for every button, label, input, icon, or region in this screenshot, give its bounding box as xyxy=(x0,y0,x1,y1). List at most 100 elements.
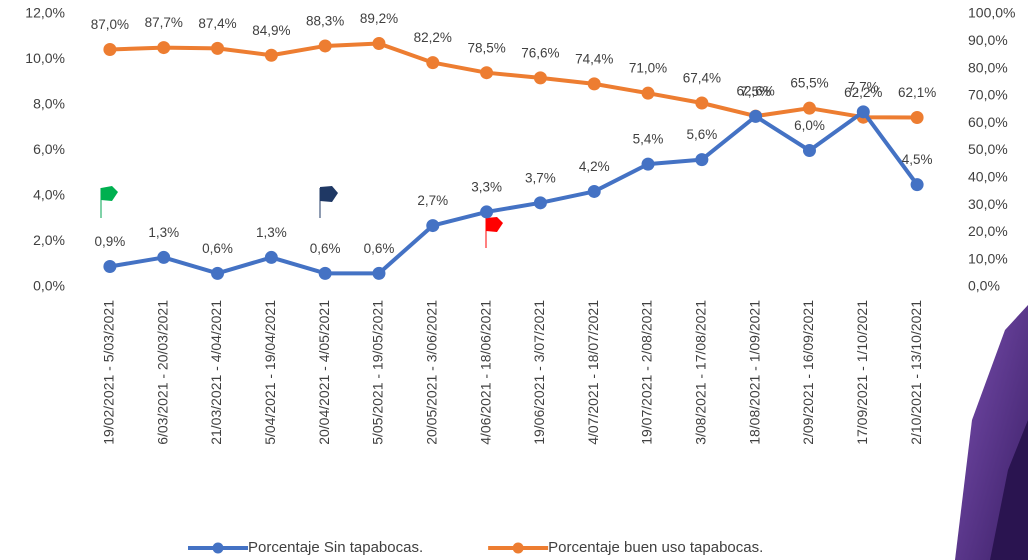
y2-tick-label: 70,0% xyxy=(968,87,1008,103)
data-point xyxy=(642,158,655,171)
data-point xyxy=(803,102,816,115)
data-point xyxy=(157,41,170,54)
data-label: 87,4% xyxy=(198,16,236,31)
data-label: 65,5% xyxy=(790,76,828,91)
data-point xyxy=(480,205,493,218)
x-tick-label: 17/09/2021 - 1/10/2021 xyxy=(854,300,870,445)
x-tick-label: 19/07/2021 - 2/08/2021 xyxy=(639,300,655,445)
flag-navy xyxy=(320,186,338,218)
data-label: 74,4% xyxy=(575,51,613,66)
y2-tick-label: 100,0% xyxy=(968,5,1015,21)
data-point xyxy=(534,71,547,84)
data-point xyxy=(265,49,278,62)
data-point xyxy=(911,178,924,191)
y2-tick-label: 0,0% xyxy=(968,278,1000,294)
data-point xyxy=(642,87,655,100)
data-label: 88,3% xyxy=(306,14,344,29)
y-tick-label: 12,0% xyxy=(25,5,65,21)
x-tick-label: 5/04/2021 - 19/04/2021 xyxy=(262,300,278,445)
data-label: 6,0% xyxy=(794,118,825,133)
y-tick-label: 2,0% xyxy=(33,232,65,248)
y-tick-label: 0,0% xyxy=(33,278,65,294)
x-tick-label: 4/07/2021 - 18/07/2021 xyxy=(585,300,601,445)
data-point xyxy=(911,111,924,124)
y-tick-label: 10,0% xyxy=(25,50,65,66)
data-label: 82,2% xyxy=(414,30,452,45)
x-tick-label: 19/02/2021 - 5/03/2021 xyxy=(101,300,117,445)
data-label: 2,7% xyxy=(417,193,448,208)
x-tick-label: 18/08/2021 - 1/09/2021 xyxy=(746,300,762,445)
data-point xyxy=(588,77,601,90)
data-label: 76,6% xyxy=(521,45,559,60)
y2-tick-label: 40,0% xyxy=(968,169,1008,185)
legend-marker xyxy=(513,543,524,554)
data-label: 89,2% xyxy=(360,11,398,26)
data-label: 67,4% xyxy=(683,71,721,86)
data-label: 62,1% xyxy=(898,85,936,100)
legend-label: Porcentaje Sin tapabocas. xyxy=(248,539,423,556)
y2-tick-label: 80,0% xyxy=(968,59,1008,75)
data-point xyxy=(319,267,332,280)
x-tick-label: 19/06/2021 - 3/07/2021 xyxy=(531,300,547,445)
data-point xyxy=(534,196,547,209)
data-point xyxy=(749,110,762,123)
data-label: 0,6% xyxy=(310,241,341,256)
x-tick-label: 2/10/2021 - 13/10/2021 xyxy=(908,300,924,445)
flag-green xyxy=(101,186,118,218)
data-label: 4,2% xyxy=(579,159,610,174)
data-point xyxy=(695,96,708,109)
data-point xyxy=(426,56,439,69)
data-point xyxy=(265,251,278,264)
data-label: 3,3% xyxy=(471,179,502,194)
data-point xyxy=(372,37,385,50)
y-tick-label: 8,0% xyxy=(33,96,65,112)
data-label: 7,7% xyxy=(848,79,879,94)
y2-tick-label: 10,0% xyxy=(968,250,1008,266)
data-label: 0,9% xyxy=(95,234,126,249)
data-label: 0,6% xyxy=(364,241,395,256)
legend-marker xyxy=(213,543,224,554)
data-label: 5,4% xyxy=(633,132,664,147)
legend-label: Porcentaje buen uso tapabocas. xyxy=(548,539,763,556)
data-point xyxy=(480,66,493,79)
y-tick-label: 6,0% xyxy=(33,141,65,157)
x-tick-label: 4/06/2021 - 18/06/2021 xyxy=(477,300,493,445)
x-tick-label: 2/09/2021 - 16/09/2021 xyxy=(800,300,816,445)
y2-tick-label: 50,0% xyxy=(968,141,1008,157)
data-point xyxy=(319,39,332,52)
x-tick-label: 3/08/2021 - 17/08/2021 xyxy=(693,300,709,445)
chart: 0,0% 2,0% 4,0% 6,0% 8,0% 10,0% 12,0% 0,0% 10,0% 2… xyxy=(0,0,1028,560)
x-tick-label: 20/05/2021 - 3/06/2021 xyxy=(423,300,439,445)
data-label: 87,0% xyxy=(91,17,129,32)
data-point xyxy=(426,219,439,232)
y2-tick-label: 90,0% xyxy=(968,32,1008,48)
data-label: 84,9% xyxy=(252,23,290,38)
y2-tick-label: 30,0% xyxy=(968,196,1008,212)
x-tick-label: 20/04/2021 - 4/05/2021 xyxy=(316,300,332,445)
data-label: 87,7% xyxy=(145,15,183,30)
x-tick-label: 21/03/2021 - 4/04/2021 xyxy=(208,300,224,445)
flag-red xyxy=(486,217,503,248)
data-point xyxy=(103,43,116,56)
x-tick-label: 5/05/2021 - 19/05/2021 xyxy=(370,300,386,445)
data-point xyxy=(103,260,116,273)
data-label: 78,5% xyxy=(467,40,505,55)
data-label: 4,5% xyxy=(902,152,933,167)
y-tick-label: 4,0% xyxy=(33,187,65,203)
data-point xyxy=(695,153,708,166)
data-point xyxy=(157,251,170,264)
data-point xyxy=(803,144,816,157)
data-point xyxy=(372,267,385,280)
data-point xyxy=(211,42,224,55)
x-tick-label: 6/03/2021 - 20/03/2021 xyxy=(154,300,170,445)
data-label: 3,7% xyxy=(525,170,556,185)
data-point xyxy=(211,267,224,280)
data-label: 1,3% xyxy=(256,225,287,240)
data-label: 71,0% xyxy=(629,61,667,76)
y2-tick-label: 20,0% xyxy=(968,223,1008,239)
data-point xyxy=(857,105,870,118)
data-label: 1,3% xyxy=(148,225,179,240)
data-label: 5,6% xyxy=(686,127,717,142)
data-point xyxy=(588,185,601,198)
data-label: 7,5% xyxy=(740,84,771,99)
